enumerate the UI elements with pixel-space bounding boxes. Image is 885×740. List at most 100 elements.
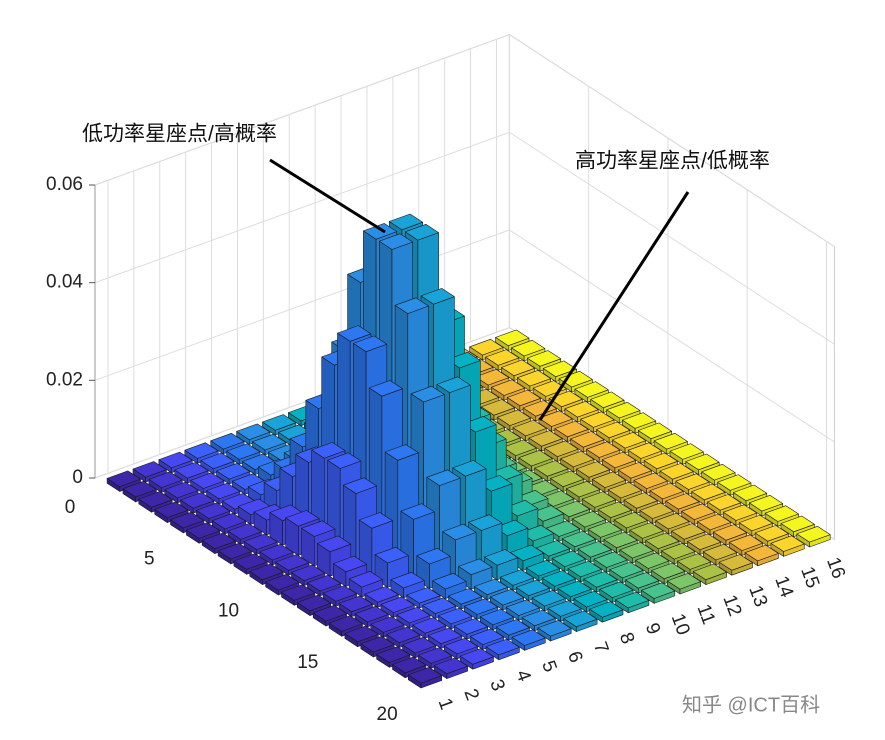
bar-top (615, 591, 650, 609)
bar-top (285, 510, 320, 527)
bar-top (428, 627, 463, 645)
bar-top (485, 349, 520, 366)
bar (558, 370, 593, 393)
y-tick-label: 13 (744, 583, 771, 610)
bar-top (538, 410, 573, 427)
bar-top (496, 409, 531, 426)
bar (615, 591, 650, 614)
bar (702, 543, 738, 566)
bar (259, 543, 294, 566)
bar-top (227, 523, 262, 540)
bar-top (635, 552, 670, 569)
bar (641, 582, 676, 604)
grid-line (94, 34, 510, 186)
bar-top (748, 494, 784, 512)
bar-top (410, 385, 445, 403)
bar-top (396, 606, 431, 624)
bar-top (557, 580, 592, 598)
bar (796, 525, 831, 548)
bar-top (603, 531, 638, 549)
bar-top (645, 532, 680, 550)
y-tick-label: 16 (822, 555, 849, 582)
bar-top (547, 600, 582, 617)
bar-top (681, 503, 716, 520)
bar-top (606, 401, 641, 419)
bar-top (586, 441, 621, 458)
bar-top (262, 414, 297, 431)
bar-top (733, 484, 768, 502)
y-tick-label: 15 (796, 564, 823, 591)
bar-top (392, 656, 427, 674)
bar-top (649, 482, 684, 500)
bar (770, 535, 805, 557)
bar (485, 638, 520, 661)
bar-top (685, 453, 720, 471)
bar-top (368, 380, 403, 397)
bar (581, 491, 616, 513)
bar-top (291, 564, 326, 582)
bar-top (515, 579, 550, 597)
bar-top (577, 541, 612, 558)
bar-top (520, 524, 555, 542)
bar-top (406, 587, 441, 604)
bar-top (596, 421, 631, 439)
bar-top (518, 449, 553, 467)
bar-top (550, 470, 585, 488)
bar-top (200, 452, 235, 470)
bar-top (148, 471, 183, 488)
y-tick-label: 5 (537, 658, 560, 675)
y-tick-label: 14 (770, 573, 797, 600)
bar-top (226, 443, 261, 460)
bar-top (639, 502, 674, 519)
bar-top (190, 472, 225, 489)
bar-top (540, 490, 575, 507)
bar-top (438, 607, 473, 625)
y-tick-label: 11 (693, 602, 719, 628)
bar-top (516, 369, 552, 387)
bar-top (249, 563, 284, 581)
grid-line (94, 229, 510, 381)
x-tick-label: 20 (377, 704, 398, 725)
bar-top (416, 547, 451, 565)
bar-top (629, 522, 664, 539)
bar-top (275, 554, 310, 571)
bar-top (495, 329, 530, 347)
bar-top (312, 604, 347, 622)
bar-top (687, 533, 722, 551)
bar-top (528, 430, 563, 447)
bar (226, 443, 261, 465)
bar-top (344, 625, 379, 643)
bar-top (384, 444, 419, 461)
bar (718, 554, 753, 576)
bar-top (701, 463, 736, 481)
bar-top (633, 472, 668, 489)
bar-top (601, 451, 637, 469)
bar-top (265, 573, 300, 591)
bar-top (216, 462, 251, 480)
bar-top (677, 553, 712, 570)
bar-top (311, 442, 346, 459)
bar-top (370, 616, 405, 633)
watermark: 知乎 @ICT百科 (682, 693, 820, 716)
bar-top (723, 504, 758, 521)
bar-top (702, 543, 738, 561)
bar-top (544, 440, 579, 457)
y-tick-label: 1 (434, 696, 457, 713)
bar-top (386, 626, 421, 644)
bar-top (322, 585, 357, 602)
bar-top (622, 412, 657, 429)
bar-top (671, 523, 706, 540)
bar-top (599, 581, 634, 598)
bar-top (609, 561, 644, 579)
bar-top (641, 582, 676, 599)
bar-top (443, 637, 479, 655)
bar-top (154, 501, 189, 519)
y-tick-label: 3 (485, 677, 508, 694)
bar-top (433, 657, 468, 675)
bar (433, 657, 468, 679)
bar-top (665, 493, 700, 510)
bar (511, 339, 546, 362)
bar-top (796, 525, 831, 543)
bar-top (643, 452, 678, 470)
bar-top (525, 559, 560, 577)
